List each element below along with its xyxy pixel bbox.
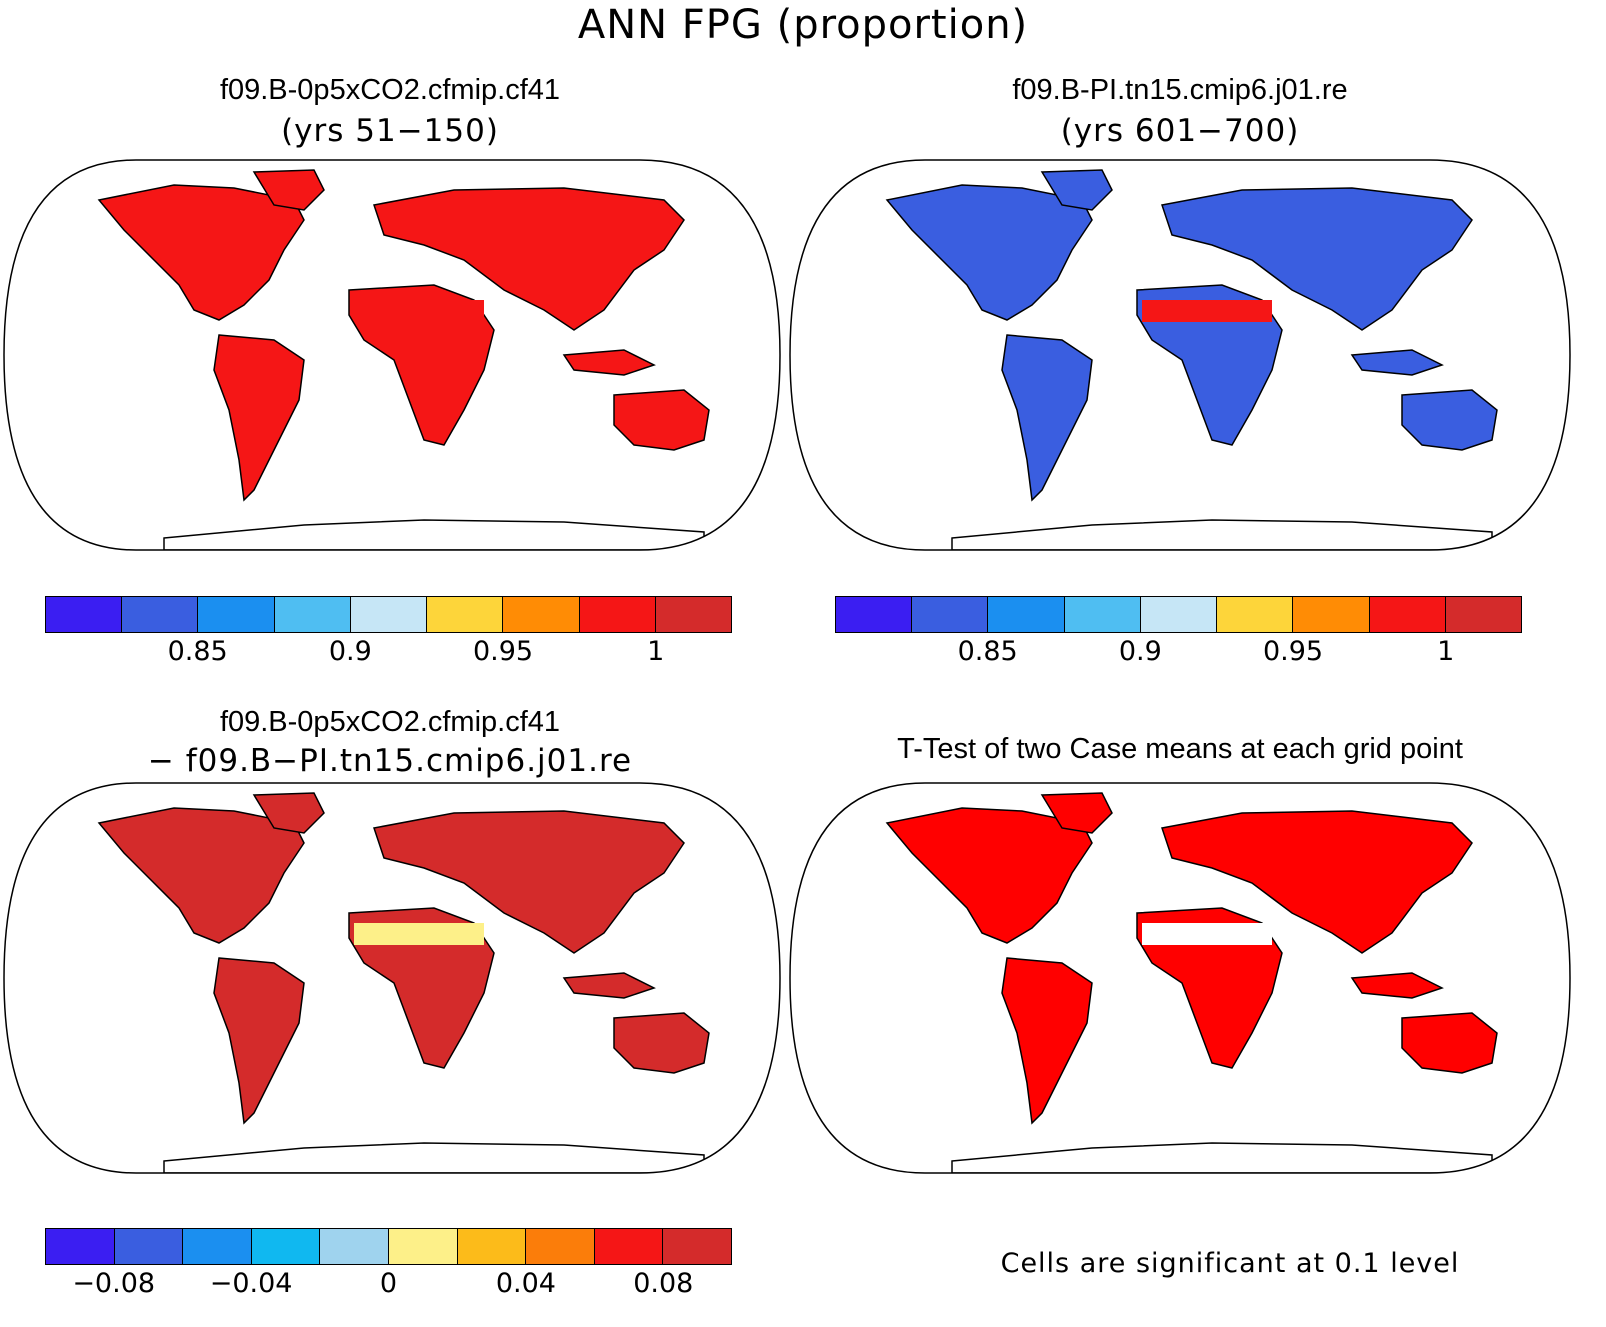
- panel3-case-title: f09.B-0p5xCO2.cfmip.cf41: [219, 706, 561, 738]
- colorbar-swatch: [594, 1229, 664, 1264]
- land-region: [213, 957, 305, 1125]
- land-region: [213, 334, 305, 502]
- panel3-map-border: [3, 782, 781, 1174]
- colorbar-swatch: [198, 597, 275, 632]
- colorbar-tick-label: 1: [1437, 636, 1455, 667]
- land-region: [613, 1012, 710, 1074]
- colorbar-swatch: [1140, 597, 1218, 632]
- panel4-map-border: [789, 782, 1571, 1174]
- antarctica-outline: [163, 519, 705, 550]
- panel1-map: [97, 169, 710, 550]
- colorbar-swatch: [579, 597, 656, 632]
- land-region: [373, 810, 685, 954]
- panel1-colorbar: [45, 596, 732, 633]
- sahara-band: [1142, 923, 1272, 945]
- land-region: [613, 389, 710, 451]
- colorbar-swatch: [836, 597, 913, 632]
- colorbar-tick-label: 0.95: [472, 636, 534, 667]
- figure-title: ANN FPG (proportion): [577, 2, 1029, 48]
- antarctica-outline: [951, 519, 1493, 550]
- colorbar-swatch: [46, 1229, 115, 1264]
- colorbar-swatch: [114, 1229, 184, 1264]
- panel2-map: [885, 169, 1498, 550]
- colorbar-tick-label: 0.9: [1118, 636, 1162, 667]
- panel4-map: [885, 792, 1498, 1173]
- colorbar-swatch: [655, 597, 731, 632]
- land-region: [1161, 810, 1473, 954]
- panel2-map-border: [789, 159, 1571, 551]
- land-region: [1350, 349, 1444, 376]
- sahara-band: [354, 300, 484, 322]
- land-region: [562, 972, 656, 999]
- sahara-band: [354, 923, 484, 945]
- panel3-map: [97, 792, 710, 1173]
- colorbar-swatch: [1369, 597, 1446, 632]
- colorbar-swatch: [350, 597, 428, 632]
- colorbar-swatch: [1217, 597, 1294, 632]
- colorbar-tick-label: 0.9: [328, 636, 372, 667]
- land-region: [97, 184, 305, 321]
- colorbar-tick-label: −0.08: [72, 1268, 156, 1299]
- colorbar-swatch: [46, 597, 123, 632]
- panel2-case-title: f09.B-PI.tn15.cmip6.j01.re: [1012, 74, 1348, 106]
- land-region: [885, 807, 1093, 944]
- colorbar-swatch: [1445, 597, 1521, 632]
- land-region: [1001, 334, 1093, 502]
- land-region: [1350, 972, 1444, 999]
- antarctica-outline: [163, 1142, 705, 1173]
- panel1-years: (yrs 51−150): [281, 113, 499, 149]
- colorbar-tick-label: 0.95: [1262, 636, 1324, 667]
- land-region: [1161, 187, 1473, 331]
- land-region: [97, 807, 305, 944]
- land-region: [1401, 1012, 1498, 1074]
- land-region: [1040, 169, 1113, 211]
- land-region: [373, 187, 685, 331]
- colorbar-swatch: [320, 1229, 389, 1264]
- panel1-map-border: [3, 159, 781, 551]
- panel3-colorbar: [45, 1228, 732, 1265]
- panel1-case-title: f09.B-0p5xCO2.cfmip.cf41: [219, 74, 561, 106]
- colorbar-swatch: [912, 597, 989, 632]
- land-region: [562, 349, 656, 376]
- colorbar-swatch: [388, 1229, 458, 1264]
- colorbar-tick-label: −0.04: [209, 1268, 293, 1299]
- panel2-years: (yrs 601−700): [1060, 113, 1300, 149]
- panel4-ttest-title: T-Test of two Case means at each grid po…: [897, 733, 1463, 765]
- colorbar-tick-label: 0.08: [633, 1268, 694, 1299]
- panel4-significance-note: Cells are significant at 0.1 level: [1000, 1248, 1460, 1279]
- colorbar-tick-label: 0: [379, 1268, 398, 1299]
- land-region: [885, 184, 1093, 321]
- colorbar-swatch: [988, 597, 1065, 632]
- sahara-band: [1142, 300, 1272, 322]
- colorbar-swatch: [251, 1229, 321, 1264]
- panel2-colorbar: [835, 596, 1522, 633]
- land-region: [1401, 389, 1498, 451]
- colorbar-tick-label: 1: [647, 636, 665, 667]
- colorbar-tick-label: 0.85: [167, 636, 228, 667]
- colorbar-swatch: [183, 1229, 252, 1264]
- panel3-difference-label: − f09.B−PI.tn15.cmip6.j01.re: [147, 743, 633, 779]
- colorbar-swatch: [274, 597, 351, 632]
- colorbar-tick-label: 0.04: [495, 1268, 556, 1299]
- antarctica-outline: [951, 1142, 1493, 1173]
- colorbar-swatch: [503, 597, 580, 632]
- colorbar-tick-label: 0.85: [957, 636, 1018, 667]
- land-region: [1001, 957, 1093, 1125]
- land-region: [1040, 792, 1113, 834]
- colorbar-swatch: [1064, 597, 1141, 632]
- colorbar-swatch: [1293, 597, 1370, 632]
- colorbar-swatch: [122, 597, 199, 632]
- land-region: [252, 169, 325, 211]
- colorbar-swatch: [427, 597, 504, 632]
- colorbar-swatch: [526, 1229, 595, 1264]
- colorbar-swatch: [663, 1229, 731, 1264]
- land-region: [252, 792, 325, 834]
- colorbar-swatch: [457, 1229, 527, 1264]
